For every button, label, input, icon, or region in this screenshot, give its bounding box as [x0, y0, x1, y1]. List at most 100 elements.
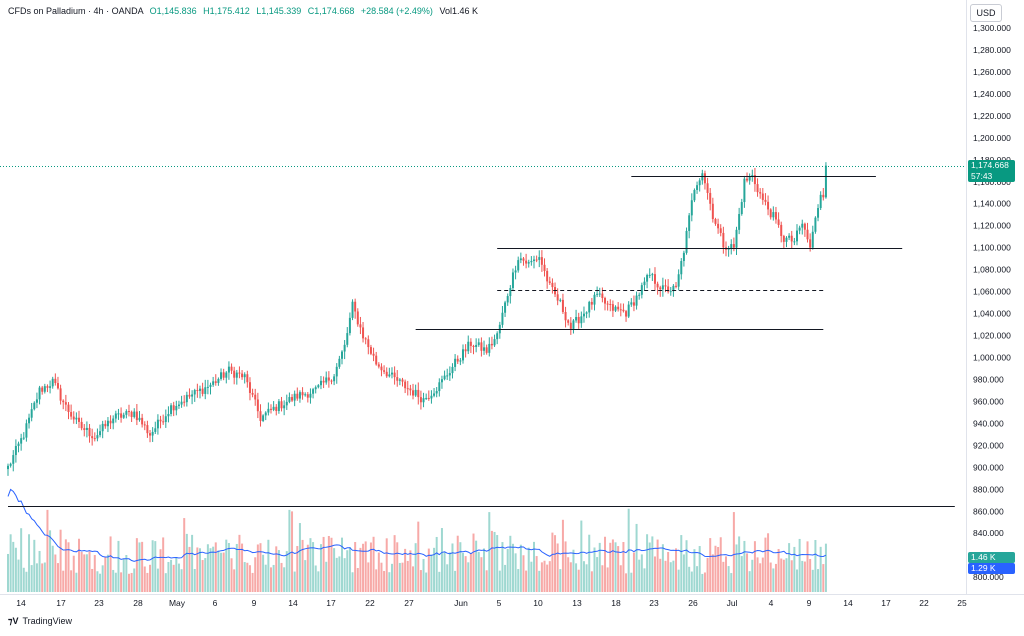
volume-bar	[696, 566, 699, 592]
time-tick-label: 22	[365, 598, 375, 608]
volume-bar	[362, 543, 365, 592]
volume-bar	[193, 568, 196, 592]
candle-body	[756, 184, 759, 193]
candle-body	[527, 262, 530, 264]
volume-bar	[354, 542, 357, 592]
volume-bar	[46, 509, 49, 592]
volume-bar	[238, 534, 241, 592]
candle-body	[622, 309, 625, 312]
candle-body	[680, 261, 683, 275]
volume-bar	[222, 552, 225, 592]
volume-bar	[283, 567, 286, 592]
price-axis[interactable]: 800.000820.000840.000860.000880.000900.0…	[973, 23, 1011, 582]
candle-body	[667, 286, 670, 292]
candle-body	[525, 260, 528, 264]
volume-bar	[170, 559, 173, 592]
candle-body	[351, 301, 354, 318]
volume-bar	[401, 562, 404, 592]
candle-body	[343, 344, 346, 352]
candle-body	[653, 274, 656, 284]
volume-bar	[703, 572, 706, 592]
candle-body	[112, 418, 115, 424]
volume-bar	[803, 561, 806, 592]
volume-bar	[120, 572, 123, 592]
volume-bar	[759, 563, 762, 592]
volume-bar	[414, 543, 417, 592]
volume-bar	[385, 538, 388, 592]
volume-bar	[506, 548, 509, 592]
candle-body	[824, 165, 827, 198]
symbol-name[interactable]: CFDs on Palladium	[8, 6, 86, 16]
volume-bar	[777, 548, 780, 592]
candle-body	[409, 388, 412, 391]
volume-bar	[67, 542, 70, 592]
candle-body	[72, 416, 75, 420]
volume-bar	[138, 542, 141, 592]
volume-bar	[551, 532, 554, 592]
candle-body	[706, 183, 709, 193]
volume-bar	[672, 560, 675, 592]
candle-body	[285, 401, 288, 406]
candle-body	[398, 379, 401, 381]
candle-body	[646, 275, 649, 282]
volume-bars	[7, 508, 827, 592]
candle-body	[80, 421, 83, 429]
volume-bar	[582, 561, 585, 592]
volume-bar	[435, 536, 438, 592]
volume-bar	[490, 530, 493, 592]
volume-bar	[248, 565, 251, 592]
candle-body	[522, 258, 525, 261]
volume-bar	[70, 570, 73, 592]
candle-body	[248, 382, 251, 393]
currency-button[interactable]: USD	[970, 4, 1002, 22]
volume-bar	[533, 541, 535, 592]
candle-body	[109, 420, 112, 424]
horizontal-lines[interactable]	[8, 176, 955, 507]
candle-body	[580, 316, 583, 324]
volume-bar	[301, 539, 304, 592]
volume-bar	[780, 558, 783, 592]
candle-body	[204, 387, 207, 394]
volume-bar	[561, 519, 564, 592]
volume-bar	[480, 557, 483, 592]
candle-body	[483, 347, 486, 351]
candle-body	[585, 312, 588, 314]
candle-body	[22, 437, 25, 439]
volume-bar	[377, 552, 380, 592]
volume-bar	[680, 535, 683, 592]
volume-bar	[667, 551, 670, 592]
volume-bar	[646, 534, 649, 592]
volume-bar	[254, 557, 257, 592]
candle-body	[254, 394, 257, 400]
time-tick-label: 9	[252, 598, 257, 608]
candle-body	[330, 380, 333, 382]
volume-bar	[446, 564, 449, 592]
candle-body	[33, 402, 36, 410]
volume-bar	[517, 569, 520, 592]
volume-bar	[214, 542, 217, 592]
candle-body	[493, 339, 496, 346]
candle-body	[35, 399, 38, 403]
candle-body	[656, 283, 659, 288]
tradingview-brand[interactable]: ⁊V TradingView	[8, 616, 72, 627]
volume-bar	[151, 540, 154, 592]
candle-body	[730, 244, 733, 249]
volume-bar	[117, 540, 120, 592]
volume-bar	[653, 556, 656, 592]
volume-bar	[201, 560, 204, 592]
candle-body	[798, 227, 801, 231]
volume-bar	[112, 569, 115, 592]
volume-bar	[85, 554, 88, 592]
candle-body	[369, 347, 372, 354]
time-tick-label: 26	[688, 598, 698, 608]
candle-body	[270, 408, 272, 410]
candle-body	[196, 389, 199, 391]
candle-body	[312, 389, 315, 394]
volume-bar	[225, 539, 228, 592]
candle-body	[606, 303, 609, 305]
time-axis[interactable]: 14 17 23 28 May 6 9 14 17 22 27 Jun 5 10 13 18 23 26 Jul 4 9…	[16, 598, 967, 608]
candle-body	[7, 465, 9, 470]
candle-body	[51, 378, 54, 387]
volume-bar	[756, 557, 759, 592]
